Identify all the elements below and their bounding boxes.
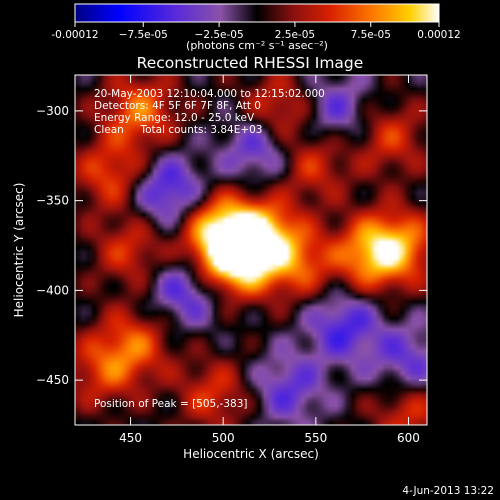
x-axis: 450 500 550 600: [119, 75, 420, 445]
y-tick-label: −300: [36, 104, 69, 118]
y-axis: −300 −350 −400 −450: [36, 104, 427, 387]
plot-frame: [74, 74, 428, 426]
chart-title: Reconstructed RHESSI Image: [137, 54, 364, 72]
y-tick-label: −400: [36, 283, 69, 297]
y-tick-label: −450: [36, 373, 69, 387]
colorbar-tick-label: -0.00012: [51, 29, 98, 41]
colorbar-tick-label: −2.5e-05: [195, 29, 244, 41]
annotation-detectors: Detectors: 4F 5F 6F 7F 8F, Att 0: [94, 100, 261, 112]
peak-position-label: Position of Peak = [505,-383]: [94, 398, 248, 410]
annotation-counts: Clean Total counts: 3.84E+03: [94, 124, 263, 136]
colorbar-unit-label: (photons cm⁻² s⁻¹ asec⁻²): [186, 39, 328, 52]
x-tick-label: 550: [304, 431, 327, 445]
colorbar-tick-label: 0.00012: [417, 29, 460, 41]
heatmap-image: [75, 75, 427, 425]
annotation-block: 20-May-2003 12:10:04.000 to 12:15:02.000…: [94, 88, 325, 136]
timestamp: 4-Jun-2013 13:22: [402, 485, 494, 497]
colorbar-tick-label: 7.5e-05: [351, 29, 391, 41]
x-tick-label: 600: [397, 431, 420, 445]
x-tick-label: 500: [212, 431, 235, 445]
y-tick-label: −350: [36, 194, 69, 208]
colorbar-tick-label: −7.5e-05: [119, 29, 168, 41]
colorbar: [74, 3, 440, 23]
annotation-energy: Energy Range: 12.0 - 25.0 keV: [94, 112, 255, 124]
y-axis-label: Heliocentric Y (arcsec): [12, 183, 26, 318]
x-axis-label: Heliocentric X (arcsec): [183, 447, 319, 461]
colorbar-ticks: -0.00012 −7.5e-05 −2.5e-05 2.5e-05 7.5e-05 0.…: [51, 22, 461, 41]
annotation-time: 20-May-2003 12:10:04.000 to 12:15:02.000: [94, 88, 325, 100]
colorbar-tick-label: 2.5e-05: [275, 29, 315, 41]
x-tick-label: 450: [119, 431, 142, 445]
